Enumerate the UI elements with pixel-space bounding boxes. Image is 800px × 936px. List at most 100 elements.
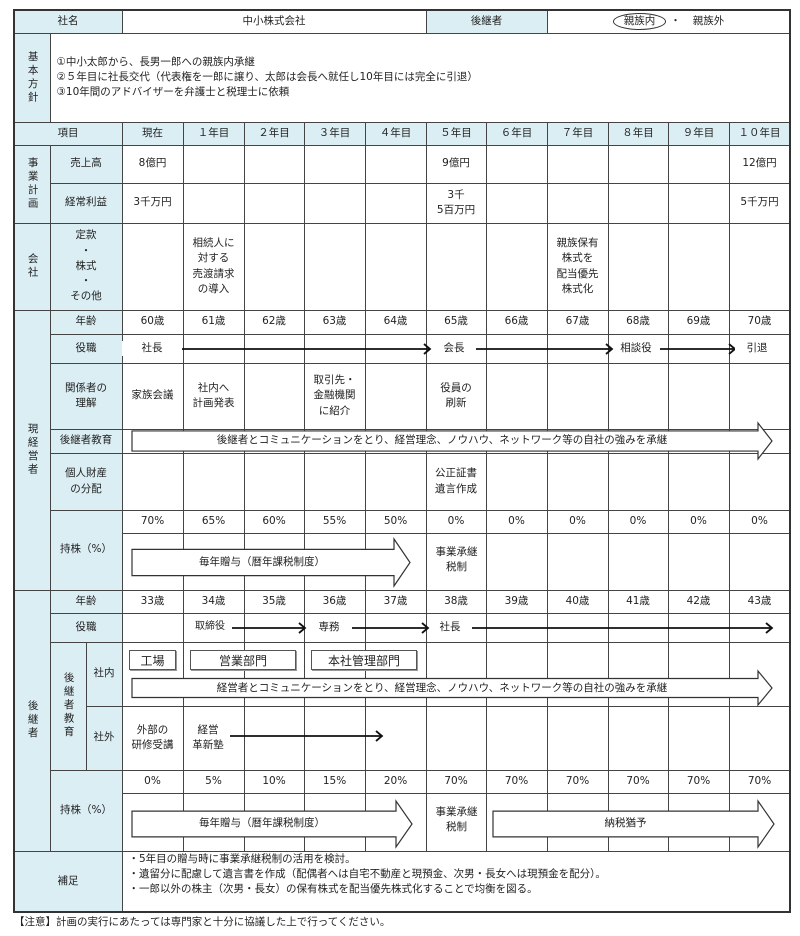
- policy-line: ③10年間のアドバイザーを弁護士と税理士に依頼: [56, 86, 290, 99]
- sc-shares-cell: 70%: [607, 769, 669, 794]
- policy-content: ①中小太郎から、長男一郎への親族内承継 ②５年目に社長交代（代表権を一郎に譲り、太…: [49, 32, 791, 123]
- company-cell: [121, 222, 184, 311]
- profit-cell: [364, 182, 427, 224]
- cm-education-arrow: [131, 421, 773, 461]
- cm-age-cell: 62歳: [243, 309, 305, 335]
- cm-assets-cell: [728, 452, 791, 511]
- cm-stakeholder-cell: [546, 362, 609, 430]
- profit-cell: [485, 182, 548, 224]
- option-outside-family[interactable]: 親族外: [692, 14, 725, 27]
- sc-internal-label: 社内: [85, 641, 123, 707]
- cm-tax-system-note: 事業承継 税制: [435, 546, 478, 574]
- arrow-right-icon: [230, 730, 384, 742]
- separator: ・: [670, 14, 681, 27]
- cm-position-text: 会長: [432, 341, 476, 357]
- cm-age-cell: 70歳: [728, 309, 791, 335]
- arrow-right-icon: [232, 622, 307, 634]
- cm-shares-label: 持株（%）: [49, 509, 123, 591]
- sc-deferral-arrow-text: 納税猶予: [604, 817, 647, 829]
- internal-dept-box: 本社管理部門: [311, 650, 417, 670]
- cm-gift-arrow: [131, 537, 411, 588]
- cm-stakeholder-cell: 役員の 刷新: [425, 362, 487, 430]
- cm-shares-plan-cell: [607, 532, 669, 591]
- cm-position-text: 社長: [122, 341, 182, 357]
- sc-age-cell: 34歳: [182, 589, 245, 614]
- cm-shares-cell: 0%: [607, 509, 669, 534]
- sc-gift-arrow: [131, 799, 413, 849]
- internal-dept-box: 工場: [129, 650, 176, 670]
- sales-label: 売上高: [49, 144, 123, 184]
- profit-label: 経常利益: [49, 182, 123, 224]
- profit-cell: 5千万円: [728, 182, 791, 224]
- arrow-right-icon: [352, 622, 430, 634]
- cm-shares-cell: 0%: [425, 509, 487, 534]
- cm-education-label: 後継者教育: [49, 428, 123, 454]
- sc-deferral-arrow: [492, 799, 775, 849]
- sc-position-text: 社長: [439, 621, 461, 633]
- sc-external-cell: [364, 705, 427, 771]
- cm-age-cell: 63歳: [303, 309, 366, 335]
- sc-shares-cell: 70%: [667, 769, 730, 794]
- sc-age-cell: 36歳: [303, 589, 366, 614]
- cm-stakeholder-cell: 取引先・ 金融機関 に紹介: [303, 362, 366, 430]
- cm-assets-cell: [364, 452, 427, 511]
- sc-external-cell: [425, 705, 487, 771]
- company-cell: 相続人に 対する 売渡請求 の導入: [182, 222, 245, 311]
- policy-label: 基本方針: [13, 32, 51, 123]
- arrow-right-icon: [176, 343, 432, 355]
- company-cell: [485, 222, 548, 311]
- cm-shares-cell: 0%: [728, 509, 791, 534]
- year-header: ５年目: [425, 121, 487, 146]
- cm-stakeholder-cell: 社内へ 計画発表: [182, 362, 245, 430]
- sc-shares-cell: 70%: [728, 769, 791, 794]
- arrow-right-icon: [474, 343, 614, 355]
- cm-position-text: 相談役: [614, 341, 658, 357]
- profit-cell: [667, 182, 730, 224]
- profit-cell: 3千万円: [121, 182, 184, 224]
- company-cell: [364, 222, 427, 311]
- sc-position-cell: [121, 612, 184, 643]
- sc-external-cell: [667, 705, 730, 771]
- sc-age-cell: 37歳: [364, 589, 427, 614]
- sc-external-text: 外部の 研修受講: [131, 724, 174, 752]
- cm-stakeholder-cell: [243, 362, 305, 430]
- policy-line: ②５年目に社長交代（代表権を一郎に譲り、太郎は会長へ就任し10年目には完全に引退…: [56, 70, 478, 83]
- cm-age-cell: 61歳: [182, 309, 245, 335]
- cm-age-cell: 69歳: [667, 309, 730, 335]
- cm-assets-cell: [243, 452, 305, 511]
- footer-note: 【注意】計画の実行にあたっては専門家と十分に協議した上で行ってください。: [14, 916, 391, 928]
- arrow-right-icon: [660, 343, 737, 355]
- policy-line: ①中小太郎から、長男一郎への親族内承継: [56, 55, 255, 68]
- company-cell: [243, 222, 305, 311]
- sc-external-text: 経営 革新塾: [192, 724, 224, 752]
- sc-internal-arrow: [131, 669, 773, 707]
- sc-age-cell: 43歳: [728, 589, 791, 614]
- internal-dept-box: 営業部門: [190, 650, 296, 670]
- sc-shares-cell: 0%: [121, 769, 184, 794]
- cm-stakeholder-cell: [607, 362, 669, 430]
- sales-cell: 8億円: [121, 144, 184, 184]
- sc-gift-arrow-text: 毎年贈与（暦年課税制度）: [199, 817, 325, 829]
- option-within-family[interactable]: 親族内: [612, 12, 667, 31]
- sales-cell: 12億円: [728, 144, 791, 184]
- sc-age-cell: 38歳: [425, 589, 487, 614]
- year-header: １年目: [182, 121, 245, 146]
- sc-external-cell: [607, 705, 669, 771]
- cm-stakeholder-cell: [728, 362, 791, 430]
- cm-age-cell: 65歳: [425, 309, 487, 335]
- sc-external-label: 社外: [85, 705, 123, 771]
- sales-cell: 9億円: [425, 144, 487, 184]
- year-header: ６年目: [485, 121, 548, 146]
- sc-internal-arrow-text: 経営者とコミュニケーションをとり、経営理念、ノウハウ、ネットワーク等の自社の強み…: [216, 682, 668, 694]
- cm-shares-plan-cell: [546, 532, 609, 591]
- year-header: ４年目: [364, 121, 427, 146]
- year-header: ７年目: [546, 121, 609, 146]
- sc-position-text: 取締役: [195, 621, 225, 632]
- sales-cell: [546, 144, 609, 184]
- sc-shares-cell: 70%: [546, 769, 609, 794]
- supplement-line: ・一郎以外の株主（次男・長女）の保有株式を配当優先株式化することで均衡を図る。: [128, 882, 538, 895]
- supplement-line: ・遺留分に配慮して遺言書を作成（配偶者へは自宅不動産と現預金、次男・長女へは現預…: [128, 867, 606, 880]
- sc-tax-system-note: 事業承継 税制: [435, 806, 478, 834]
- supplement-content: ・5年目の贈与時に事業承継税制の活用を検討。 ・遺留分に配慮して遺言書を作成（配偶…: [121, 850, 791, 913]
